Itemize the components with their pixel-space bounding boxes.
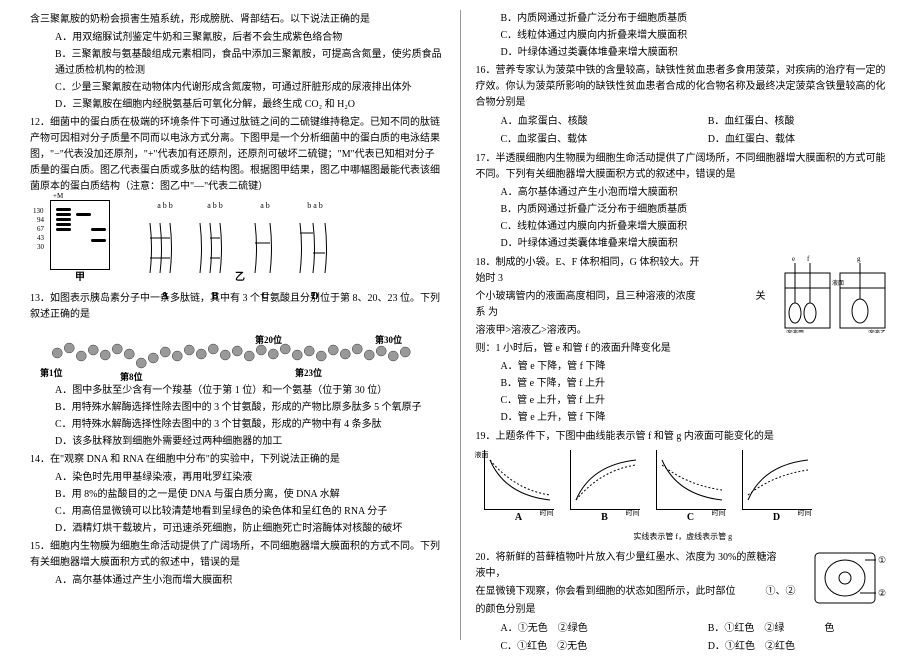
opt-a: A．用双缩脲试剂鉴定牛奶和三聚氰胺，后者不会生成紫色络合物	[30, 30, 445, 46]
q12: 12．细菌中的蛋白质在极端的环境条件下可通过肽链之间的二硫键维持稳定。已知不同的…	[30, 115, 445, 195]
q15c: C．线粒体通过内膜向内折叠来增大膜面积	[476, 28, 891, 44]
q16d: D．血红蛋白、载体	[683, 132, 890, 148]
chart-row: 液面 时间 A 时间 B 时间 C	[476, 450, 891, 526]
curve-c: a b C	[245, 200, 285, 270]
q17b: B．内质网通过折叠广泛分布于细胞质基质	[476, 202, 891, 218]
q15: 15．细胞内生物膜为细胞生命活动提供了广阔场所，不同细胞器增大膜面积的方式不同。…	[30, 539, 445, 571]
gel-marker-label: +M	[53, 191, 63, 202]
q18b-opt: B．管 e 下降，管 f 上升	[476, 376, 891, 392]
curve-a: a b b A	[145, 200, 185, 270]
q18a-opt: A．管 e 下降，管 f 下降	[476, 359, 891, 375]
chart-legend: 实线表示管 f，虚线表示管 g	[476, 531, 891, 544]
curve-b: a b b B	[195, 200, 235, 270]
svg-text:g: g	[857, 255, 861, 263]
q14b: B．用 8%的盐酸目的之一是使 DNA 与蛋白质分离，使 DNA 水解	[30, 487, 445, 503]
left-column: 含三聚氰胺的奶粉会损害生殖系统，形成膀胱、肾部结石。以下说法正确的是 A．用双缩…	[20, 10, 455, 640]
chart-a: 液面 时间 A	[476, 450, 562, 526]
q15b: B．内质网通过折叠广泛分布于细胞质基质	[476, 11, 891, 27]
q13a: A．图中多肽至少含有一个羧基（位于第 1 位）和一个氨基（位于第 30 位）	[30, 383, 445, 399]
q14a: A．染色时先用甲基绿染液，再用吡罗红染液	[30, 470, 445, 486]
q20b: 在显微镜下观察，你会看到细胞的状态如图所示，此时部位	[476, 586, 736, 597]
chart-d: 时间 D	[734, 450, 820, 526]
column-divider	[460, 10, 461, 640]
q16c: C．血浆蛋白、载体	[476, 132, 683, 148]
intro-text: 含三聚氰胺的奶粉会损害生殖系统，形成膀胱、肾部结石。以下说法正确的是	[30, 12, 445, 28]
q17c: C．线粒体通过内膜向内折叠来增大膜面积	[476, 219, 891, 235]
svg-text:液面: 液面	[832, 279, 844, 287]
q20c-opt: C．①红色 ②无色	[476, 639, 683, 655]
svg-text:溶液乙: 溶液乙	[868, 329, 886, 333]
chart-b: 时间 B	[562, 450, 648, 526]
q20-block: ① ② 20．将新鲜的苔藓植物叶片放入有少量红墨水、浓度为 30%的蔗糖溶 液中…	[476, 548, 891, 656]
opt-c: C．少量三聚氰胺在动物体内代谢形成含氮废物，可通过肝脏形成的尿液排出体外	[30, 80, 445, 96]
q13d: D．该多肽释放到细胞外需要经过两种细胞器的加工	[30, 434, 445, 450]
q17a: A．高尔基体通过产生小泡而增大膜面积	[476, 185, 891, 201]
q20a-opt: A．①无色 ②绿色	[476, 621, 683, 637]
q18d: 则：1 小时后，管 e 和管 f 的液面升降变化是	[476, 341, 891, 357]
q13b: B．用特殊水解酶选择性除去图中的 3 个甘氨酸，形成的产物比原多肽多 5 个氧原…	[30, 400, 445, 416]
q15a: A．高尔基体通过产生小泡而增大膜面积	[30, 573, 445, 589]
beaker-figure: e f g 液面 溶液甲 溶液乙	[780, 253, 890, 333]
svg-text:e: e	[792, 255, 795, 263]
svg-text:①: ①	[878, 555, 886, 565]
q13: 13．如图表示胰岛素分子中一条多肽链，其中有 3 个甘氨酸且分别位于第 8、20…	[30, 291, 445, 323]
gel-caption: 甲	[50, 270, 110, 286]
gel-figure: +M 130 94 67 43 30 甲	[50, 200, 110, 286]
q16b: B．血红蛋白、核酸	[683, 114, 890, 130]
figure-row-12: +M 130 94 67 43 30 甲	[30, 200, 445, 286]
curve-d: b a b D	[295, 200, 335, 270]
q18c-opt: C．管 e 上升，管 f 上升	[476, 393, 891, 409]
q19: 19．上题条件下，下图中曲线能表示管 f 和管 g 内液面可能变化的是	[476, 429, 891, 445]
peptide-figure: 第1位 第8位 第20位 第23位 第30位	[30, 328, 445, 378]
q17d: D．叶绿体通过类囊体堆叠来增大膜面积	[476, 236, 891, 252]
svg-text:f: f	[807, 255, 810, 263]
q18a: 18．制成的小袋。E、F 体积相同，G 体积较大。开	[476, 257, 700, 268]
q20a: 20．将新鲜的苔藓植物叶片放入有少量红墨水、浓度为 30%的蔗糖溶	[476, 552, 777, 563]
cell-figure: ① ②	[810, 548, 890, 608]
opt-d: D．三聚氰胺在细胞内经脱氨基后可氧化分解，最终生成 CO₂ 和 H₂O	[30, 97, 445, 113]
chart-c: 时间 C	[648, 450, 734, 526]
q18-block: e f g 液面 溶液甲 溶液乙 18．制成的小袋。E、F 体积相同，G 体积较…	[476, 253, 891, 427]
right-column: B．内质网通过折叠广泛分布于细胞质基质 C．线粒体通过内膜向内折叠来增大膜面积 …	[466, 10, 901, 640]
q14d: D．酒精灯烘干载玻片，可迅速杀死细胞，防止细胞死亡时溶酶体对核酸的破坏	[30, 521, 445, 537]
band-30: 30	[37, 242, 44, 253]
q18b: 个小玻璃管内的液面高度相同，且三种溶液的浓度	[476, 291, 696, 302]
q14c: C．用高倍显微镜可以比较清楚地看到呈绿色的染色体和呈红色的 RNA 分子	[30, 504, 445, 520]
q15d: D．叶绿体通过类囊体堆叠来增大膜面积	[476, 45, 891, 61]
q16: 16．营养专家认为菠菜中铁的含量较高，缺铁性贫血患者多食用菠菜，对疾病的治疗有一…	[476, 63, 891, 111]
q20d-opt: D．①红色 ②红色	[683, 639, 890, 655]
curve-figures: a b b A a b b B a b C	[140, 200, 340, 286]
q14: 14．在"观察 DNA 和 RNA 在细胞中分布"的实验中，下列说法正确的是	[30, 452, 445, 468]
q20b-opt: B．①红色 ②绿	[708, 623, 785, 634]
page-root: 含三聚氰胺的奶粉会损害生殖系统，形成膀胱、肾部结石。以下说法正确的是 A．用双缩…	[0, 0, 920, 650]
q18d-opt: D．管 e 上升，管 f 下降	[476, 410, 891, 426]
q17: 17．半透膜细胞内生物膜为细胞生命活动提供了广阔场所，不同细胞器增大膜面积的方式…	[476, 151, 891, 183]
svg-text:②: ②	[878, 588, 886, 598]
opt-b: B．三聚氰胺与氨基酸组成元素相同，食品中添加三聚氰胺，可提高含氮量，使劣质食品通…	[30, 47, 445, 79]
q13c: C．用特殊水解酶选择性除去图中的 3 个甘氨酸，形成的产物中有 4 条多肽	[30, 417, 445, 433]
svg-text:溶液甲: 溶液甲	[786, 329, 804, 333]
q16a: A．血浆蛋白、核酸	[476, 114, 683, 130]
